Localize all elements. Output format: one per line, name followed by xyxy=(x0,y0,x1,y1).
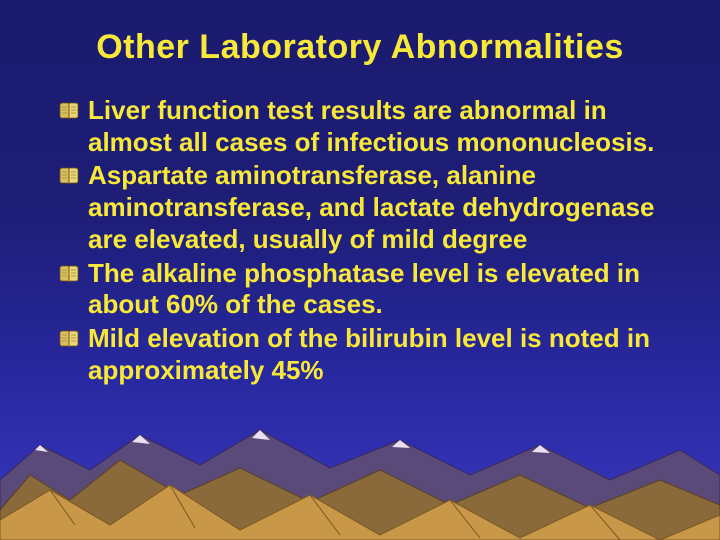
bullet-text: Liver function test results are abnormal… xyxy=(88,95,654,157)
mountain-shade xyxy=(50,485,620,540)
book-icon xyxy=(58,99,80,121)
mountain-front xyxy=(0,485,720,540)
list-item: Aspartate aminotransferase, alanine amin… xyxy=(58,160,670,255)
list-item: The alkaline phosphatase level is elevat… xyxy=(58,258,670,321)
mountain-back xyxy=(0,430,720,540)
bullet-text: Aspartate aminotransferase, alanine amin… xyxy=(88,160,654,253)
book-icon xyxy=(58,262,80,284)
list-item: Mild elevation of the bilirubin level is… xyxy=(58,323,670,386)
mountain-scenery xyxy=(0,390,720,540)
mountain-snow xyxy=(35,430,550,453)
slide-title: Other Laboratory Abnormalities xyxy=(40,28,680,67)
book-icon xyxy=(58,327,80,349)
mountain-mid xyxy=(0,460,720,540)
bullet-text: Mild elevation of the bilirubin level is… xyxy=(88,323,650,385)
bullet-list: Liver function test results are abnormal… xyxy=(40,95,680,386)
slide: Other Laboratory Abnormalities Liver fun… xyxy=(0,0,720,540)
book-icon xyxy=(58,164,80,186)
list-item: Liver function test results are abnormal… xyxy=(58,95,670,158)
bullet-text: The alkaline phosphatase level is elevat… xyxy=(88,258,640,320)
